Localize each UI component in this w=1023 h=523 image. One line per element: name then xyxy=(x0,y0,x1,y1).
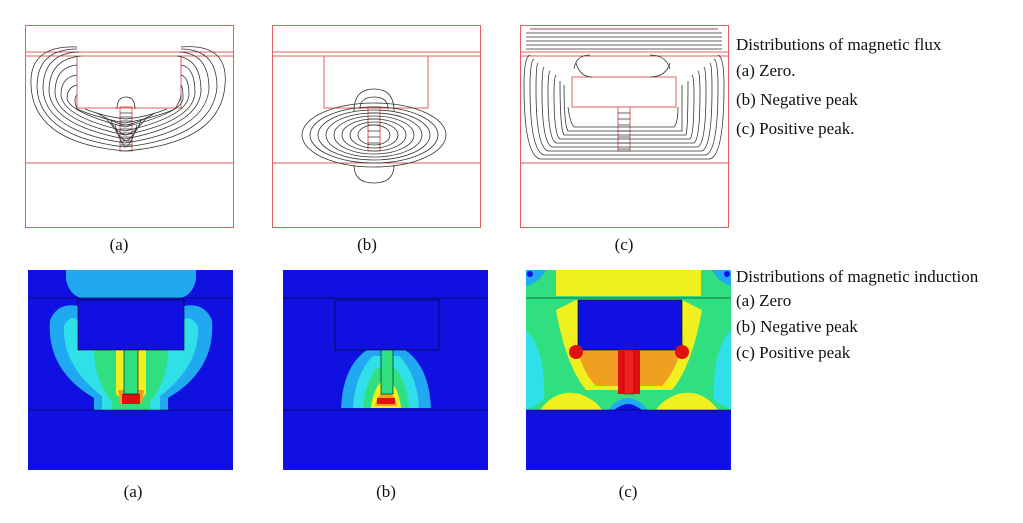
flux-legend: Distributions of magnetic flux (a) Zero.… xyxy=(736,36,1016,146)
induction-legend-title: Distributions of magnetic induction xyxy=(736,267,979,286)
flux-plot-a xyxy=(25,25,235,230)
caption-flux-a: (a) xyxy=(109,235,129,254)
flux-legend-item-b: (b) Negative peak xyxy=(736,90,858,109)
induction-map-c xyxy=(526,270,732,472)
induction-legend-item-b: (b) Negative peak xyxy=(736,317,858,336)
flux-legend-item-a: (a) Zero. xyxy=(736,61,796,80)
induction-legend: Distributions of magnetic induction (a) … xyxy=(736,268,1016,368)
induction-legend-item-a: (a) Zero xyxy=(736,291,792,310)
caption-induction-b: (b) xyxy=(376,482,396,501)
flux-plot-b xyxy=(272,25,482,230)
caption-induction-a: (a) xyxy=(123,482,143,501)
flux-legend-title: Distributions of magnetic flux xyxy=(736,35,942,54)
caption-flux-b: (b) xyxy=(357,235,377,254)
induction-map-a xyxy=(28,270,234,472)
caption-flux-c: (c) xyxy=(614,235,634,254)
induction-legend-item-c: (c) Positive peak xyxy=(736,343,851,362)
induction-map-b xyxy=(283,270,489,472)
caption-induction-c: (c) xyxy=(618,482,638,501)
flux-legend-item-c: (c) Positive peak. xyxy=(736,119,855,138)
flux-plot-c xyxy=(520,25,730,230)
